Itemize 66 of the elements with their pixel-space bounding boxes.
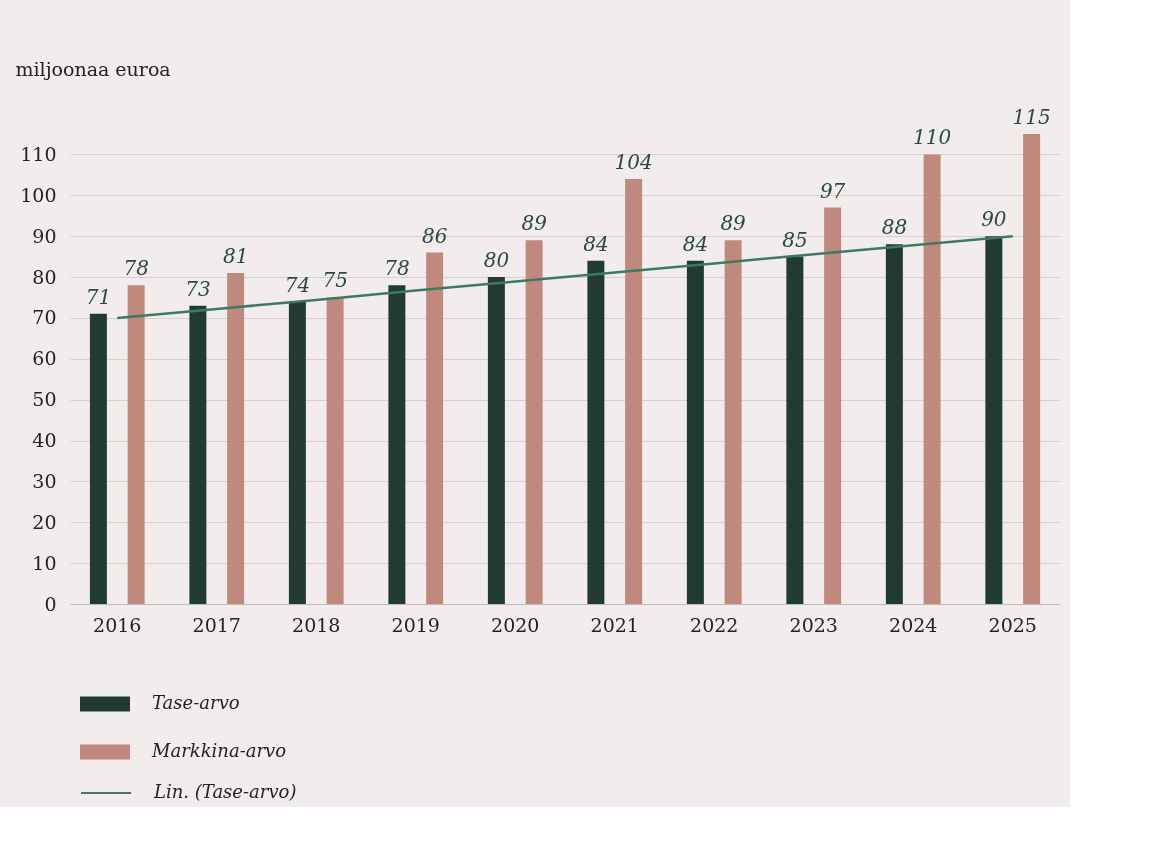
y-tick-label: 50 bbox=[32, 388, 57, 411]
bar bbox=[686, 260, 704, 604]
data-label: 78 bbox=[384, 256, 410, 281]
y-tick-label: 30 bbox=[32, 469, 57, 492]
bar bbox=[127, 285, 145, 604]
data-label: 84 bbox=[583, 231, 609, 256]
x-tick-label: 2019 bbox=[391, 613, 440, 636]
y-tick-label: 40 bbox=[32, 429, 57, 452]
data-label: 73 bbox=[185, 276, 211, 301]
x-tick-label: 2021 bbox=[590, 613, 639, 636]
bar bbox=[824, 207, 842, 604]
bar bbox=[985, 236, 1003, 604]
y-tick-label: 100 bbox=[20, 183, 57, 206]
data-label: 88 bbox=[881, 215, 908, 240]
y-tick-label: 20 bbox=[32, 510, 57, 533]
bar bbox=[587, 260, 605, 604]
bar bbox=[1023, 134, 1041, 604]
data-label: 110 bbox=[913, 125, 952, 150]
data-label: 97 bbox=[819, 178, 846, 203]
data-label: 104 bbox=[614, 149, 653, 174]
data-label: 90 bbox=[981, 207, 1007, 232]
data-label: 81 bbox=[222, 243, 249, 268]
legend-label: Markkina-arvo bbox=[151, 740, 287, 761]
data-label: 89 bbox=[720, 211, 747, 236]
data-label: 71 bbox=[85, 284, 112, 309]
y-tick-label: 60 bbox=[32, 347, 57, 370]
data-label: 84 bbox=[682, 231, 709, 256]
legend-label: Tase-arvo bbox=[152, 692, 240, 713]
x-tick-label: 2018 bbox=[292, 613, 341, 636]
y-tick-label: 0 bbox=[44, 592, 57, 615]
bar bbox=[326, 297, 344, 604]
data-label: 89 bbox=[521, 211, 548, 236]
bar bbox=[923, 154, 941, 604]
bar bbox=[288, 301, 306, 604]
bar bbox=[388, 285, 406, 604]
y-tick-label: 80 bbox=[32, 265, 57, 288]
bar bbox=[426, 252, 444, 604]
x-tick-label: 2022 bbox=[690, 613, 739, 636]
y-tick-label: 90 bbox=[32, 224, 57, 247]
data-label: 86 bbox=[421, 223, 448, 248]
x-tick-label: 2020 bbox=[491, 613, 540, 636]
bar bbox=[227, 272, 245, 604]
bar bbox=[525, 240, 543, 604]
y-axis-title: miljoonaa euroa bbox=[15, 57, 171, 80]
legend-label: Lin. (Tase-arvo) bbox=[153, 781, 297, 802]
data-label: 75 bbox=[322, 268, 348, 293]
data-label: 115 bbox=[1012, 105, 1051, 129]
x-tick-label: 2017 bbox=[192, 613, 241, 636]
bar bbox=[487, 277, 505, 604]
data-label: 78 bbox=[123, 256, 149, 281]
y-tick-label: 10 bbox=[32, 551, 57, 574]
bar bbox=[786, 256, 804, 604]
data-label: 80 bbox=[483, 248, 510, 273]
x-tick-label: 2023 bbox=[789, 613, 838, 636]
bar bbox=[625, 178, 643, 604]
data-label: 85 bbox=[782, 227, 808, 252]
bar bbox=[189, 305, 207, 604]
y-tick-label: 70 bbox=[32, 306, 57, 329]
bar bbox=[89, 313, 107, 604]
x-tick-label: 2024 bbox=[889, 613, 938, 636]
bar bbox=[885, 244, 903, 604]
x-tick-label: 2016 bbox=[93, 613, 142, 636]
y-tick-label: 110 bbox=[20, 142, 57, 165]
bar bbox=[724, 240, 742, 604]
x-tick-label: 2025 bbox=[988, 613, 1037, 636]
data-label: 74 bbox=[284, 272, 311, 297]
